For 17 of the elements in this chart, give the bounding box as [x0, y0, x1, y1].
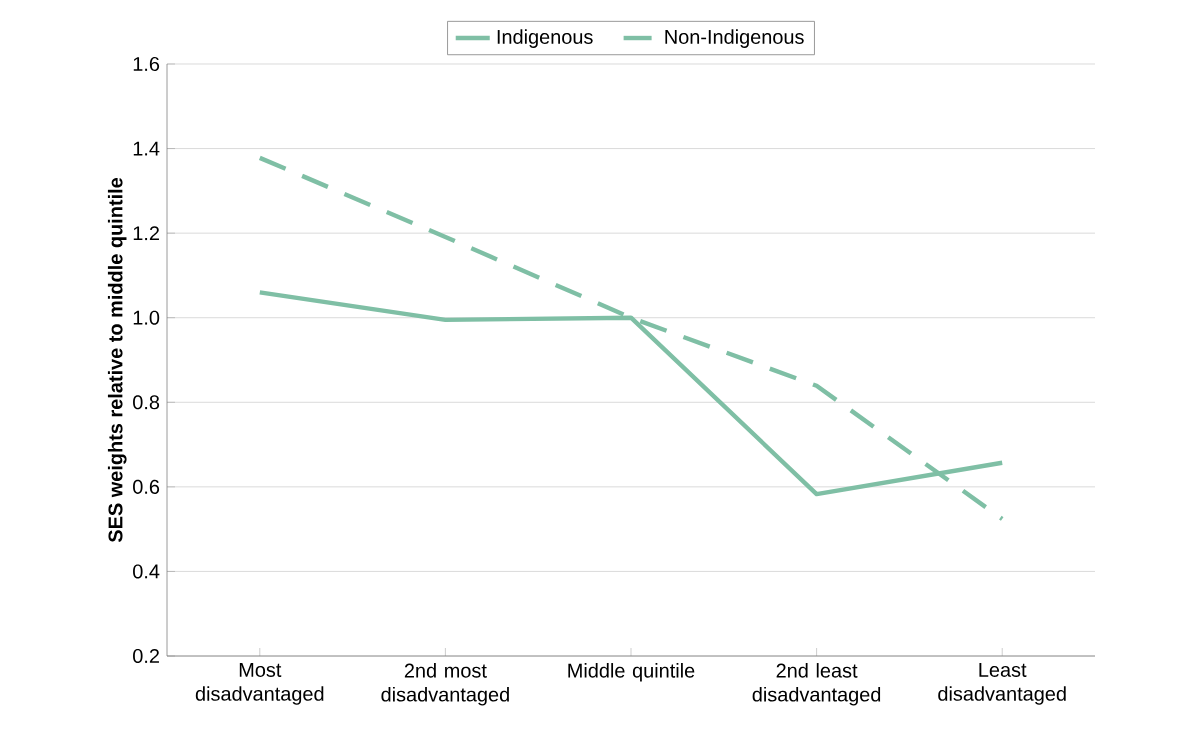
x-tick-label: Least disadvantaged	[938, 663, 1066, 705]
y-tick-label: 1.2	[133, 226, 159, 241]
y-tick-label: 0.8	[133, 395, 160, 410]
y-tick-label: 1.4	[133, 141, 160, 156]
x-tick-label: Middle quintile	[568, 663, 695, 682]
y-tick-label: 0.2	[133, 648, 159, 664]
x-tick-label: 2nd most disadvantaged	[381, 663, 509, 706]
x-tick-label: Most disadvantaged	[195, 663, 324, 705]
y-tick-label: 1.6	[133, 56, 160, 72]
legend-label: Indigenous	[497, 29, 593, 48]
legend-label: Non-Indigenous	[665, 29, 804, 48]
y-tick-label: 0.4	[133, 564, 160, 579]
y-axis-title: SES weights relative to middle quintile	[107, 177, 127, 543]
y-tick-label: 1.0	[133, 310, 160, 325]
x-tick-label: 2nd least disadvantaged	[752, 663, 881, 706]
line-series	[257, 155, 1005, 522]
y-tick-label: 0.6	[133, 479, 160, 494]
